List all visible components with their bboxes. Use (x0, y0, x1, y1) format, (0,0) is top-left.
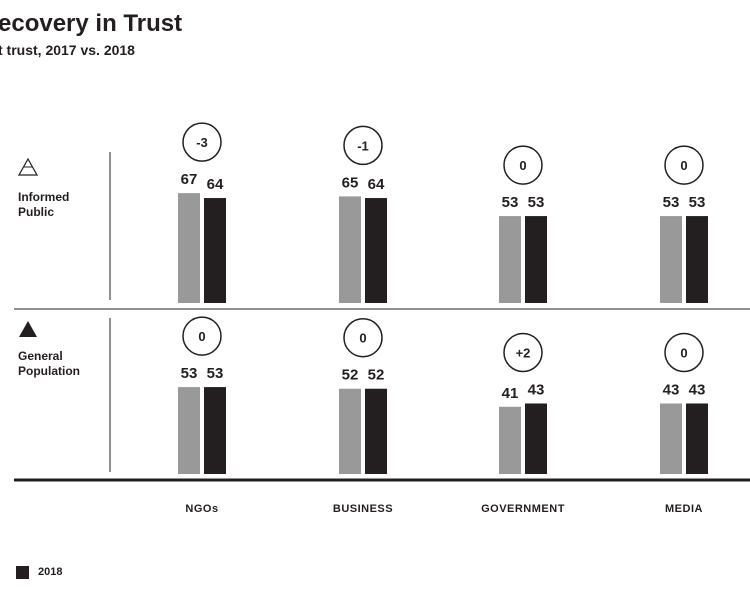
change-circle (182, 316, 222, 356)
bar-2017 (339, 388, 361, 474)
data-label-2017: 53 (663, 194, 680, 211)
bar-2018 (686, 403, 708, 474)
change-circle (503, 332, 543, 373)
bar-2017 (660, 216, 682, 303)
bar-2018 (525, 403, 547, 474)
chart-title: ecovery in Trust (0, 10, 183, 37)
data-label-2018: 52 (368, 367, 385, 384)
change-label: 0 (359, 331, 366, 346)
chart-subtitle: t trust, 2017 vs. 2018 (0, 42, 135, 58)
x-tick-label: NGOs (185, 503, 218, 515)
data-label-2017: 53 (502, 194, 519, 211)
bar-2018 (525, 216, 547, 303)
data-label-2018: 64 (368, 176, 385, 193)
bar-2018 (204, 198, 226, 303)
change-label: 0 (519, 158, 526, 173)
change-circle (182, 122, 222, 162)
x-tick-label: MEDIA (665, 503, 703, 515)
data-label-2017: 43 (663, 381, 680, 398)
bar-2018 (365, 198, 387, 303)
bar-2018 (686, 216, 708, 303)
data-label-2017: 41 (502, 385, 519, 402)
row-label-line: Informed (18, 190, 70, 204)
data-label-2017: 67 (181, 171, 198, 188)
bar-2017 (178, 387, 200, 474)
change-label: 0 (680, 345, 687, 360)
filled-triangle-icon (19, 321, 37, 337)
row-label-line: General (18, 349, 63, 363)
row-label-informed-public: Informed Public (18, 190, 69, 220)
data-label-2017: 53 (181, 365, 198, 382)
data-label-2017: 65 (342, 174, 359, 191)
bar-2017 (660, 403, 682, 474)
change-label: 0 (198, 329, 205, 344)
change-label: -3 (196, 135, 208, 150)
change-label: -1 (357, 138, 369, 153)
change-circle (343, 125, 383, 166)
data-label-2018: 43 (689, 381, 706, 398)
change-circle (503, 145, 543, 185)
data-label-2018: 53 (528, 194, 545, 211)
data-label-2018: 64 (207, 176, 224, 193)
bar-2017 (499, 216, 521, 303)
bar-2017 (499, 406, 521, 474)
row-label-general-population: General Population (18, 349, 80, 379)
data-label-2018: 53 (207, 365, 224, 382)
row-label-line: Population (18, 364, 80, 378)
change-circle (664, 145, 704, 185)
legend-label-2018: 2018 (38, 566, 63, 578)
data-label-2018: 43 (528, 381, 545, 398)
change-circle (343, 317, 383, 358)
row-label-line: Public (18, 205, 55, 219)
bar-2018 (204, 387, 226, 474)
change-label: 0 (680, 158, 687, 173)
change-label: +2 (516, 345, 531, 360)
data-label-2018: 53 (689, 194, 706, 211)
bar-2017 (178, 193, 200, 303)
data-label-2017: 52 (342, 367, 359, 384)
bar-2017 (339, 196, 361, 303)
x-tick-label: GOVERNMENT (481, 503, 565, 515)
legend-swatch-2018 (16, 566, 29, 579)
bar-2018 (365, 388, 387, 474)
outlined-triangle-icon (18, 158, 38, 176)
x-tick-label: BUSINESS (333, 503, 393, 515)
change-circle (664, 332, 704, 373)
